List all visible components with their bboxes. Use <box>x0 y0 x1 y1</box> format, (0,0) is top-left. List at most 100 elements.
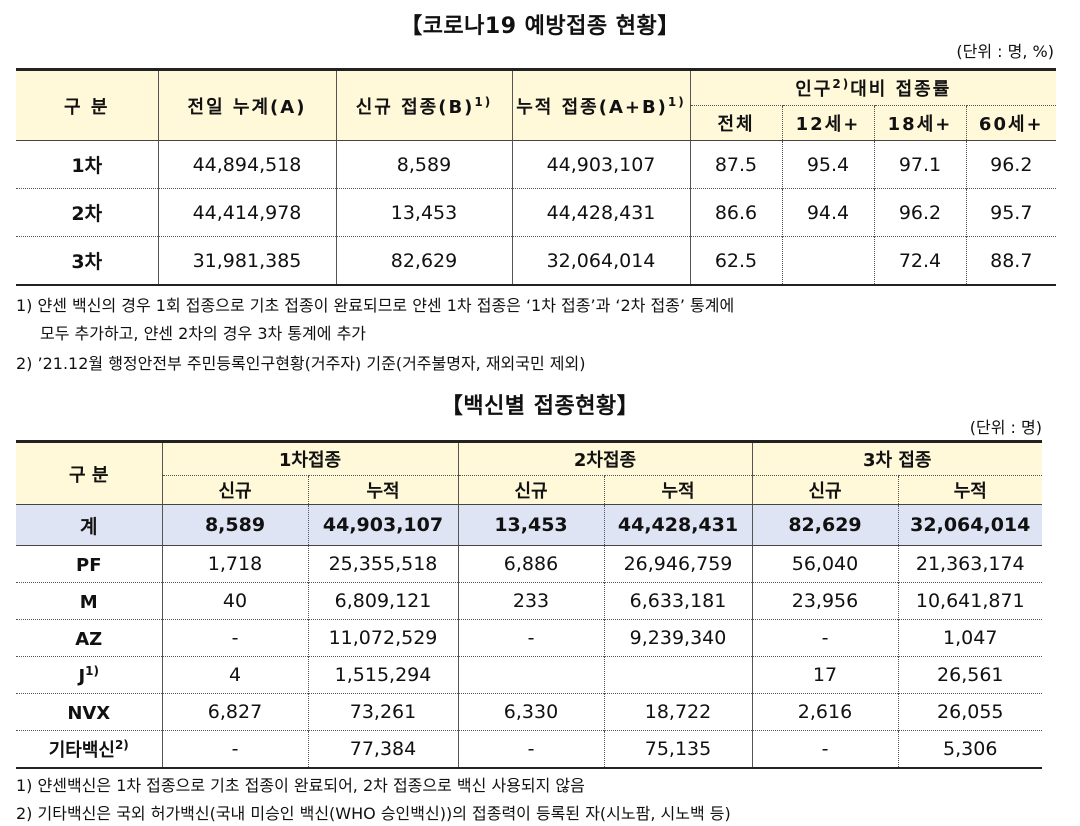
cell-d1n: 8,589 <box>161 504 308 546</box>
table-row: AZ - 11,072,529 - 9,239,340 - 1,047 <box>16 619 1043 657</box>
table-row: PF 1,718 25,355,518 6,886 26,946,759 56,… <box>16 545 1043 583</box>
cell-d2n: 233 <box>457 582 604 620</box>
cell-d3n: 17 <box>751 656 898 694</box>
cell-d1c: 11,072,529 <box>307 619 458 657</box>
cell-d3c: 1,047 <box>897 619 1043 657</box>
cell-cum: 32,064,014 <box>511 236 690 285</box>
cell-d1n: 1,718 <box>161 545 308 583</box>
cell-12: 94.4 <box>781 188 874 237</box>
cell-d2n: - <box>457 619 604 657</box>
cell-d2c: 44,428,431 <box>603 504 752 546</box>
cell-d2n <box>457 656 604 694</box>
cell-d2n: 6,886 <box>457 545 604 583</box>
cell-12 <box>781 236 874 285</box>
row-label: AZ <box>16 619 162 657</box>
cell-d3n: 82,629 <box>751 504 898 546</box>
header-60plus: 60세+ <box>965 105 1057 141</box>
cell-18: 96.2 <box>873 188 966 237</box>
footnote-3: 1) 얀센백신은 1차 접종으로 기초 접종이 완료되어, 2차 접종으로 백신… <box>16 776 585 795</box>
header-category: 구 분 <box>16 441 162 505</box>
cell-d1n: 6,827 <box>161 693 308 731</box>
cell-d3c: 21,363,174 <box>897 545 1043 583</box>
cell-d2c: 26,946,759 <box>603 545 752 583</box>
cell-new: 82,629 <box>335 236 512 285</box>
header-d2-new: 신규 <box>457 475 604 505</box>
cell-d3c: 26,561 <box>897 656 1043 694</box>
row-label: M <box>16 582 162 620</box>
header-dose3: 3차 접종 <box>751 441 1043 476</box>
cell-d1c: 6,809,121 <box>307 582 458 620</box>
row-label: 2차 <box>16 188 158 237</box>
cell-d1n: 40 <box>161 582 308 620</box>
cell-d2n: 6,330 <box>457 693 604 731</box>
cell-d1n: - <box>161 730 308 768</box>
header-cumulative: 누적 접종(A+B)1) <box>511 69 690 141</box>
header-d1-new: 신규 <box>161 475 308 505</box>
cell-new: 8,589 <box>335 140 512 189</box>
vaccine-by-type-table: 구 분 1차접종 2차접종 3차 접종 신규 누적 신규 누적 신규 누적 계 … <box>16 440 1043 769</box>
cell-60: 96.2 <box>965 140 1057 189</box>
row-label: NVX <box>16 693 162 731</box>
footnote-2: 2) ’21.12월 행정안전부 주민등록인구현황(거주자) 기준(거주불명자,… <box>16 354 586 373</box>
header-d3-new: 신규 <box>751 475 898 505</box>
cell-12: 95.4 <box>781 140 874 189</box>
table-row: NVX 6,827 73,261 6,330 18,722 2,616 26,0… <box>16 693 1043 731</box>
header-d1-cum: 누적 <box>307 475 458 505</box>
cell-d3n: 23,956 <box>751 582 898 620</box>
cell-d1c: 44,903,107 <box>307 504 458 546</box>
row-label: 기타백신2) <box>16 730 162 768</box>
cell-d3c: 10,641,871 <box>897 582 1043 620</box>
vaccine-title: 【백신별 접종현황】 <box>440 394 640 419</box>
cell-d3n: - <box>751 730 898 768</box>
header-category: 구 분 <box>16 69 158 141</box>
cell-d1n: - <box>161 619 308 657</box>
cell-prev: 44,894,518 <box>157 140 336 189</box>
cell-prev: 44,414,978 <box>157 188 336 237</box>
main-title: 【코로나19 예방접종 현황】 <box>400 14 680 39</box>
table-row: 2차 44,414,978 13,453 44,428,431 86.6 94.… <box>16 188 1057 237</box>
table-row: 1차 44,894,518 8,589 44,903,107 87.5 95.4… <box>16 140 1057 189</box>
unit-label-2: (단위 : 명) <box>969 418 1042 437</box>
row-label: J1) <box>16 656 162 694</box>
total-row: 계 8,589 44,903,107 13,453 44,428,431 82,… <box>16 504 1043 546</box>
cell-d3n: 56,040 <box>751 545 898 583</box>
row-label: 1차 <box>71 155 103 177</box>
cell-d2c: 18,722 <box>603 693 752 731</box>
cell-d2c <box>603 656 752 694</box>
cell-60: 95.7 <box>965 188 1057 237</box>
cell-d2n: - <box>457 730 604 768</box>
cell-d1c: 1,515,294 <box>307 656 458 694</box>
cell-cum: 44,428,431 <box>511 188 690 237</box>
footnote-4: 2) 기타백신은 국외 허가백신(국내 미승인 백신(WHO 승인백신))의 접… <box>16 804 731 823</box>
cell-cum: 44,903,107 <box>511 140 690 189</box>
cell-d2n: 13,453 <box>457 504 604 546</box>
header-dose2: 2차접종 <box>457 441 752 476</box>
table-row: J1) 4 1,515,294 17 26,561 <box>16 656 1043 694</box>
unit-label: (단위 : 명, %) <box>956 42 1054 61</box>
cell-d2c: 75,135 <box>603 730 752 768</box>
cell-d1c: 25,355,518 <box>307 545 458 583</box>
cell-new: 13,453 <box>335 188 512 237</box>
cell-d2c: 9,239,340 <box>603 619 752 657</box>
cell-prev: 31,981,385 <box>157 236 336 285</box>
cell-d3c: 5,306 <box>897 730 1043 768</box>
header-d2-cum: 누적 <box>603 475 752 505</box>
header-all: 전체 <box>689 105 782 141</box>
header-d3-cum: 누적 <box>897 475 1043 505</box>
table-row: 3차 31,981,385 82,629 32,064,014 62.5 72.… <box>16 236 1057 285</box>
row-label: 3차 <box>16 236 158 285</box>
header-12plus: 12세+ <box>781 105 874 141</box>
header-new: 신규 접종(B)1) <box>335 69 512 141</box>
vaccination-status-table: 구 분 전일 누계(A) 신규 접종(B)1) 누적 접종(A+B)1) 인구2… <box>16 68 1057 286</box>
cell-d3c: 26,055 <box>897 693 1043 731</box>
cell-60: 88.7 <box>965 236 1057 285</box>
header-dose1: 1차접종 <box>161 441 458 476</box>
cell-d3n: - <box>751 619 898 657</box>
cell-d3n: 2,616 <box>751 693 898 731</box>
footnote-1-cont: 모두 추가하고, 얀센 2차의 경우 3차 통계에 추가 <box>40 324 367 343</box>
row-label: PF <box>76 554 102 576</box>
cell-all: 87.5 <box>689 140 782 189</box>
row-label: 계 <box>16 504 162 546</box>
cell-all: 62.5 <box>689 236 782 285</box>
footnote-1: 1) 얀센 백신의 경우 1회 접종으로 기초 접종이 완료되므로 얀센 1차 … <box>16 296 735 315</box>
